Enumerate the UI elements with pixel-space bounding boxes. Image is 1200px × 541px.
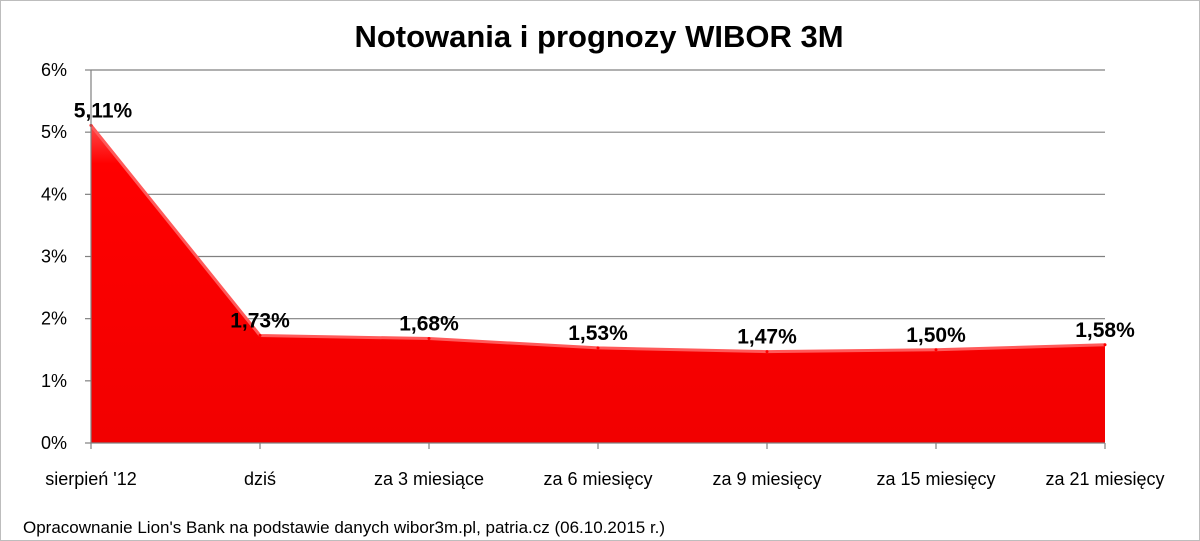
data-point <box>1103 343 1107 347</box>
data-label: 1,53% <box>568 322 628 345</box>
y-tick-label: 1% <box>41 371 67 391</box>
x-tick-label: za 6 miesięcy <box>543 469 652 489</box>
data-point <box>934 348 938 352</box>
data-label: 1,58% <box>1075 319 1135 342</box>
y-tick-label: 0% <box>41 433 67 453</box>
data-labels: 5,11% 1,73% 1,68% 1,53% 1,47% 1,50% 1,58% <box>74 99 1135 348</box>
data-label: 1,73% <box>230 309 290 332</box>
x-tick-label: za 3 miesiące <box>374 469 484 489</box>
area-series <box>89 123 1107 443</box>
data-point <box>258 333 262 337</box>
y-tick-label: 2% <box>41 309 67 329</box>
x-tick-label: za 9 miesięcy <box>712 469 821 489</box>
area-fill <box>91 125 1105 443</box>
data-point <box>427 337 431 341</box>
data-label: 1,50% <box>906 324 966 347</box>
data-label: 5,11% <box>74 99 133 122</box>
y-tick-label: 3% <box>41 247 67 267</box>
y-tick-label: 5% <box>41 122 67 142</box>
x-tick-label: dziś <box>244 469 276 489</box>
y-tick-label: 6% <box>41 60 67 80</box>
data-label: 1,47% <box>737 326 797 349</box>
source-note: Opracownanie Lion's Bank na podstawie da… <box>23 518 665 537</box>
chart-title: Notowania i prognozy WIBOR 3M <box>354 19 843 54</box>
data-point <box>596 346 600 350</box>
axes: 0% 1% 2% 3% 4% 5% 6% sierpień '12 dziś za 3 miesi… <box>41 60 1165 489</box>
x-tick-label: sierpień '12 <box>45 469 137 489</box>
x-tick-label: za 21 miesięcy <box>1045 469 1164 489</box>
data-label: 1,68% <box>399 313 459 336</box>
y-tick-label: 4% <box>41 184 67 204</box>
data-point <box>765 350 769 354</box>
x-tick-label: za 15 miesięcy <box>876 469 995 489</box>
